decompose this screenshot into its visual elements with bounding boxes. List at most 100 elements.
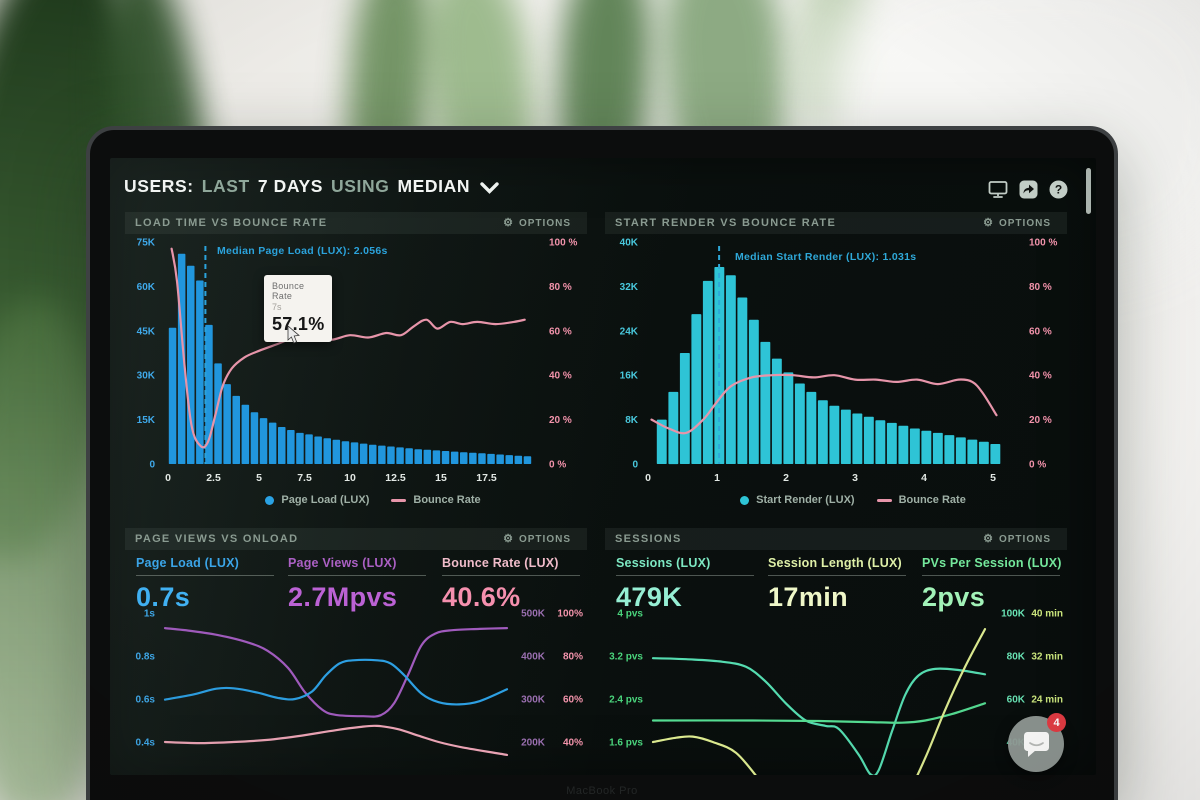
dashboard-screen: USERS: LAST 7 DAYS USING MEDIAN [110, 158, 1096, 775]
svg-text:80%: 80% [563, 652, 583, 663]
gear-icon: ⚙ [503, 532, 514, 545]
svg-text:75K: 75K [137, 238, 156, 249]
metric-label: Page Load (LUX) [136, 556, 240, 570]
panel-start-render-vs-bounce-rate: START RENDER VS BOUNCE RATE ⚙ OPTIONS 40… [605, 212, 1067, 512]
svg-text:60 %: 60 % [1029, 326, 1052, 337]
svg-text:60 %: 60 % [549, 326, 572, 337]
legend-label: Page Load (LUX) [281, 494, 370, 506]
svg-text:15: 15 [435, 472, 447, 484]
panel-title: LOAD TIME VS BOUNCE RATE [135, 217, 328, 229]
metric-label: PVs Per Session (LUX) [922, 556, 1062, 570]
median-annotation: Median Start Render (LUX): 1.031s [735, 251, 917, 263]
legend-item: Bounce Rate [391, 494, 481, 506]
dashboard-title-dropdown[interactable]: USERS: LAST 7 DAYS USING MEDIAN [124, 176, 499, 197]
svg-text:0: 0 [165, 472, 171, 484]
svg-text:60%: 60% [563, 695, 583, 706]
legend-line-marker [391, 498, 407, 502]
title-segment: LAST [201, 176, 250, 196]
load-time-histogram: 75K 60K 45K 30K 15K 0 100 % 80 % 60 % 40 % 20 % 0 %… [137, 238, 578, 485]
panel-header: LOAD TIME VS BOUNCE RATE ⚙ OPTIONS [125, 212, 587, 234]
help-icon[interactable]: ? [1048, 179, 1068, 199]
svg-text:0: 0 [645, 472, 651, 484]
metric-label: Page Views (LUX) [288, 556, 397, 570]
legend-label: Bounce Rate [413, 494, 481, 506]
chart-legend: Page Load (LUX) Bounce Rate [125, 494, 587, 506]
svg-text:40 %: 40 % [1029, 371, 1052, 382]
svg-text:8K: 8K [625, 415, 639, 426]
chat-bubble-icon [1024, 732, 1049, 757]
svg-text:4: 4 [921, 472, 927, 484]
metric-value: 2.7Mpvs [288, 582, 398, 612]
svg-text:80K: 80K [1007, 652, 1026, 663]
scrollbar-thumb[interactable] [1086, 168, 1091, 214]
chart-legend: Start Render (LUX) Bounce Rate [605, 494, 1067, 506]
metric-label: Session Length (LUX) [768, 556, 902, 570]
chevron-down-icon [480, 181, 499, 194]
question-glyph: ? [1054, 182, 1061, 196]
svg-text:0 %: 0 % [549, 460, 566, 471]
legend-dot-marker [265, 495, 275, 505]
svg-text:4 pvs: 4 pvs [617, 609, 643, 620]
svg-text:7.5: 7.5 [297, 472, 312, 484]
legend-item: Start Render (LUX) [740, 494, 855, 506]
panel-header: PAGE VIEWS VS ONLOAD ⚙ OPTIONS [125, 528, 587, 550]
panel-header: SESSIONS ⚙ OPTIONS [605, 528, 1067, 550]
svg-text:15K: 15K [137, 415, 156, 426]
legend-line-marker [876, 498, 892, 502]
svg-text:0.8s: 0.8s [136, 652, 156, 663]
options-button[interactable]: ⚙ OPTIONS [497, 533, 577, 546]
legend-label: Start Render (LUX) [756, 494, 855, 506]
start-render-histogram: 40K 32K 24K 16K 8K 0 100 % 80 % 60 % 40 % 20 % 0 % 0… [620, 238, 1058, 485]
options-label: OPTIONS [998, 217, 1051, 229]
chat-widget-button[interactable]: 4 [1008, 713, 1066, 772]
svg-text:16K: 16K [620, 371, 639, 382]
svg-text:200K: 200K [521, 738, 546, 749]
metric-session-length: Session Length (LUX) 17min [768, 556, 908, 613]
panel-page-views-vs-onload: PAGE VIEWS VS ONLOAD ⚙ OPTIONS Page Load… [125, 528, 587, 775]
app-header: USERS: LAST 7 DAYS USING MEDIAN [110, 158, 1096, 214]
display-icon[interactable] [988, 179, 1008, 199]
svg-text:32K: 32K [620, 282, 639, 293]
options-button[interactable]: ⚙ OPTIONS [977, 217, 1057, 230]
options-button[interactable]: ⚙ OPTIONS [977, 533, 1057, 546]
metric-page-load: Page Load (LUX) 0.7s [136, 556, 276, 613]
svg-text:5: 5 [990, 472, 996, 484]
metric-value: 2pvs [922, 582, 986, 612]
svg-text:0: 0 [149, 460, 155, 471]
svg-text:2: 2 [783, 472, 789, 484]
svg-text:40 min: 40 min [1031, 609, 1063, 620]
options-label: OPTIONS [518, 533, 571, 545]
title-segment: MEDIAN [397, 176, 471, 196]
svg-text:3.2 pvs: 3.2 pvs [609, 652, 643, 663]
svg-text:100 %: 100 % [1029, 238, 1057, 249]
bounce-rate-tooltip: Bounce Rate 7s 57.1% [264, 275, 332, 342]
svg-text:10: 10 [344, 472, 356, 484]
legend-item: Bounce Rate [876, 494, 966, 506]
svg-text:80 %: 80 % [1029, 282, 1052, 293]
metric-divider [288, 575, 426, 576]
title-segment: USING [331, 176, 390, 196]
tooltip-value: 57.1% [272, 314, 325, 334]
svg-text:20 %: 20 % [549, 415, 572, 426]
gear-icon: ⚙ [983, 216, 994, 229]
svg-text:400K: 400K [521, 652, 546, 663]
metric-divider [442, 575, 580, 576]
laptop-brand-text: MacBook Pro [566, 785, 638, 797]
svg-text:100K: 100K [1001, 609, 1026, 620]
svg-text:0: 0 [632, 460, 638, 471]
legend-label: Bounce Rate [898, 494, 966, 506]
options-button[interactable]: ⚙ OPTIONS [497, 217, 577, 230]
metric-divider [922, 575, 1060, 576]
metric-value: 40.6% [442, 582, 521, 612]
laptop: USERS: LAST 7 DAYS USING MEDIAN [86, 126, 1118, 800]
svg-text:45K: 45K [137, 326, 156, 337]
svg-text:60K: 60K [137, 282, 156, 293]
page-views-onload-chart: 1s 0.8s 0.6s 0.4s 500K 400K 300K 200K 100% 80% 60%… [136, 609, 583, 756]
share-icon[interactable] [1018, 179, 1038, 199]
svg-text:2.4 pvs: 2.4 pvs [609, 695, 643, 706]
median-annotation: Median Page Load (LUX): 2.056s [217, 245, 388, 257]
svg-text:40%: 40% [563, 738, 583, 749]
metric-sessions: Sessions (LUX) 479K [616, 556, 756, 613]
svg-text:3: 3 [852, 472, 858, 484]
